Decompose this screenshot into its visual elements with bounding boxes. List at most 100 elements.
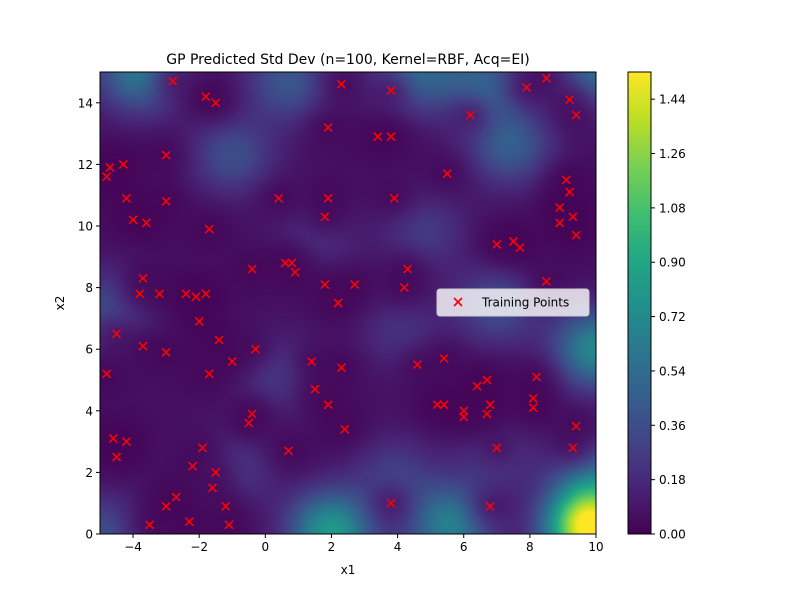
legend: Training Points: [436, 288, 590, 317]
training-point-marker: [102, 172, 112, 182]
training-point-marker: [386, 498, 396, 508]
training-point-marker: [227, 356, 237, 367]
y-tick-label: 4: [85, 404, 93, 418]
colorbar: 0.00 0.18 0.36 0.54 0.72 0.90 1.08 1.26 1.44: [627, 71, 686, 542]
training-point-marker: [204, 224, 214, 234]
training-point-marker: [442, 169, 452, 179]
training-point-marker: [307, 356, 317, 367]
chart-title: GP Predicted Std Dev (n=100, Kernel=RBF,…: [166, 52, 530, 68]
training-point-marker: [244, 418, 254, 428]
training-point-marker: [386, 132, 396, 142]
y-tick-label: 0: [85, 528, 93, 542]
colorbar-tick-label: 1.26: [659, 147, 686, 161]
training-point-marker: [118, 159, 128, 169]
training-point-marker: [323, 193, 333, 203]
training-point-marker: [323, 122, 333, 133]
training-point-marker: [250, 344, 260, 354]
training-point-marker: [555, 202, 565, 213]
training-point-marker: [168, 76, 178, 86]
training-point-marker: [121, 437, 132, 447]
training-point-marker: [161, 347, 171, 357]
training-point-marker: [191, 292, 201, 302]
training-point-marker: [204, 369, 214, 379]
colorbar-tick-label: 0.90: [659, 256, 686, 270]
colorbar-tick-label: 0.72: [659, 310, 686, 324]
training-point-marker: [492, 239, 502, 250]
training-point-marker: [432, 400, 442, 410]
training-point-marker: [485, 400, 495, 410]
colorbar-tick-label: 1.08: [659, 201, 686, 215]
training-point-marker: [571, 230, 581, 240]
training-point-marker: [340, 424, 350, 434]
colorbar-tick-label: 0.54: [659, 364, 686, 378]
training-point-marker: [211, 98, 221, 108]
training-point-marker: [145, 520, 155, 530]
x-tick-label: 6: [460, 540, 468, 554]
training-point-marker: [333, 298, 343, 308]
training-point-marker: [247, 264, 257, 274]
training-point-marker: [161, 501, 171, 511]
training-point-marker: [141, 218, 151, 228]
x-tick-label: −4: [124, 540, 142, 554]
training-point-marker: [105, 162, 115, 173]
training-point-marker: [439, 353, 449, 364]
y-tick-label: 14: [78, 96, 93, 110]
training-point-marker: [201, 289, 211, 299]
training-point-marker: [402, 264, 413, 274]
colorbar-tick-label: 0.00: [659, 528, 686, 542]
x-tick-label: 0: [262, 540, 270, 554]
colorbar-tick-label: 0.18: [659, 473, 686, 487]
training-point-marker: [111, 329, 122, 339]
legend-box: [436, 288, 590, 317]
training-point-marker: [465, 110, 475, 120]
training-point-marker: [154, 289, 165, 299]
training-point-marker: [323, 400, 333, 410]
training-point-marker: [541, 276, 551, 287]
training-point-marker: [283, 446, 294, 456]
training-point-marker: [194, 316, 204, 327]
legend-marker-icon: [453, 297, 463, 307]
training-point-marker: [564, 95, 575, 105]
training-point-marker: [102, 369, 112, 379]
training-point-marker: [439, 400, 449, 410]
training-point-marker: [121, 193, 132, 203]
training-point-marker: [459, 412, 469, 422]
training-point-marker: [128, 215, 138, 225]
training-point-marker: [389, 193, 399, 203]
y-tick-label: 2: [85, 466, 93, 480]
training-point-marker: [290, 267, 300, 277]
y-tick-label: 8: [85, 281, 93, 295]
training-point-marker: [188, 461, 198, 471]
x-tick-label: 8: [526, 540, 534, 554]
training-point-marker: [207, 483, 217, 493]
training-point-marker: [221, 501, 231, 511]
y-axis: 0 2 4 6 8 10 12 14: [78, 96, 100, 542]
training-point-marker: [531, 372, 542, 382]
training-point-marker: [515, 242, 525, 253]
x-axis-label: x1: [341, 563, 356, 577]
plot-frame: [99, 71, 597, 535]
training-point-marker: [521, 82, 532, 92]
colorbar-frame: [627, 71, 652, 535]
training-point-marker: [568, 443, 578, 453]
training-point-marker: [386, 85, 396, 96]
training-point-marker: [111, 452, 122, 462]
legend-label: Training Points: [481, 296, 569, 310]
training-point-marker: [161, 150, 171, 160]
x-tick-label: 10: [588, 540, 603, 554]
training-point-marker: [320, 212, 330, 222]
training-point-marker: [482, 375, 492, 385]
training-point-marker: [561, 175, 571, 185]
training-point-marker: [350, 279, 360, 290]
y-tick-label: 10: [78, 220, 93, 234]
training-point-marker: [184, 517, 194, 527]
training-point-marker: [336, 363, 346, 373]
training-point-marker: [472, 381, 482, 391]
x-tick-label: −2: [190, 540, 208, 554]
training-point-marker: [280, 258, 290, 268]
x-axis: −4 −2 0 2 4 6 8 10: [124, 534, 604, 554]
training-point-marker: [482, 409, 492, 419]
training-point-marker: [492, 443, 502, 453]
